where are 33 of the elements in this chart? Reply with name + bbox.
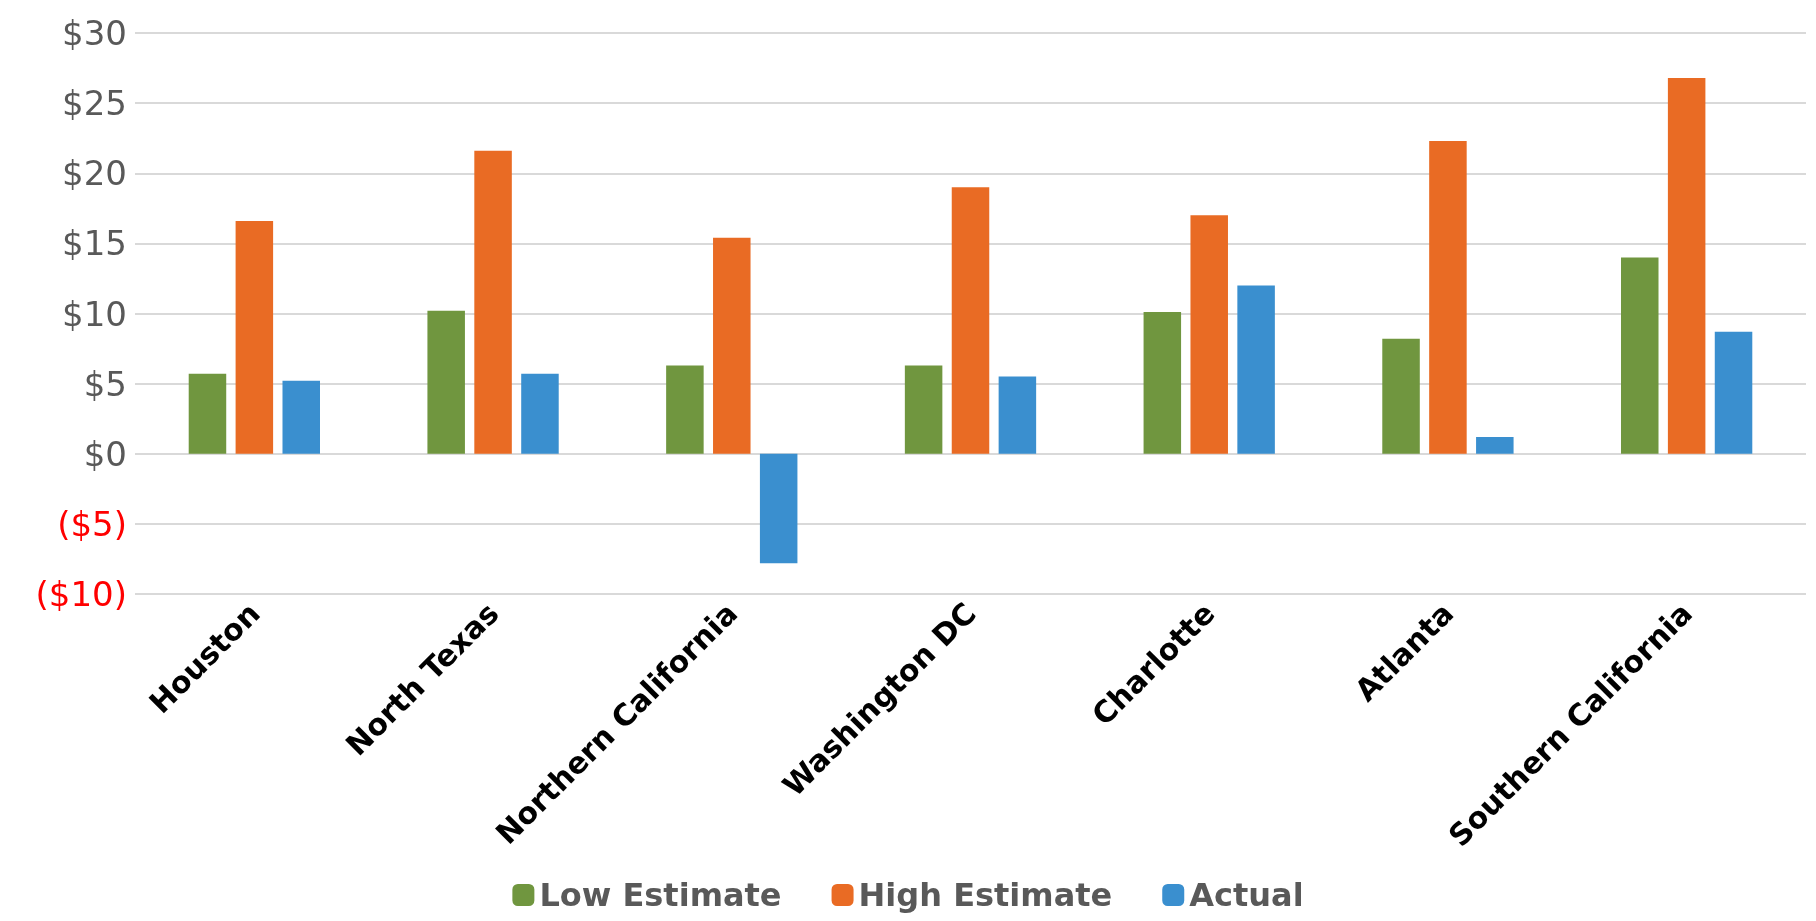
bar [998,376,1037,454]
bar [1476,436,1514,454]
bar [235,220,274,454]
y-tick-label: $30 [62,13,127,53]
legend-label: High Estimate [858,876,1113,914]
y-tick-label: $0 [83,433,127,474]
bar [759,453,798,564]
legend-label: Low Estimate [539,876,782,914]
bar [666,365,704,454]
y-tick-label: $5 [83,363,127,404]
bar [282,380,320,454]
y-tick-label: ($5) [57,503,127,544]
y-tick-label: $15 [62,223,127,264]
bar [188,373,227,454]
y-tick-label: ($10) [35,574,127,614]
bar [474,150,512,454]
bar [904,365,943,454]
bar [1382,338,1420,454]
bar [713,237,751,454]
bar [1621,257,1659,454]
y-tick-label: $25 [62,83,127,124]
bar [1237,285,1275,454]
bar [1190,215,1228,454]
y-tick-label: $20 [62,153,127,194]
y-tick-label: $10 [62,293,127,334]
bar [427,310,465,454]
bar [951,187,990,454]
bar [1429,140,1467,454]
bar [1714,331,1753,454]
bar [521,373,559,454]
bar [1143,312,1182,454]
bar [1667,77,1706,454]
legend-label: Actual [1189,876,1304,914]
